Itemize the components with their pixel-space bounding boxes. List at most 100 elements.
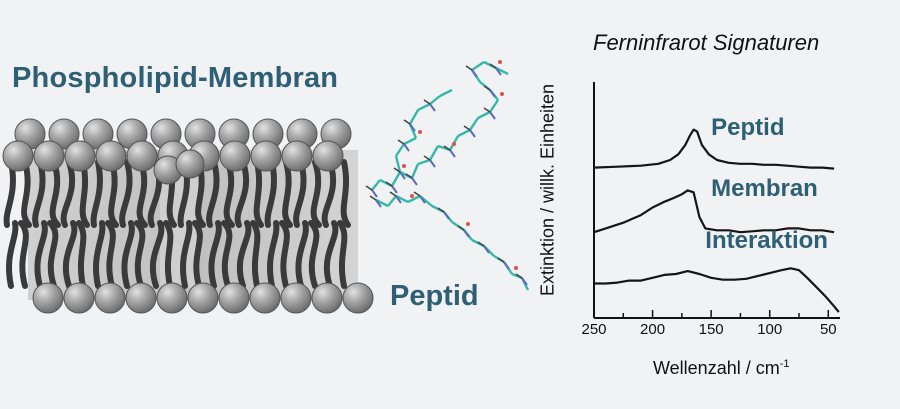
side-chain [457,225,465,231]
series-line-interaktion [594,267,840,313]
side-chain [469,129,476,138]
side-chain [483,85,491,91]
lipid-head [32,282,64,314]
lipid-head [219,140,251,172]
side-chain [471,69,478,78]
lipid-head [64,140,96,172]
side-chain [365,185,373,191]
side-chain [503,261,510,270]
lipid-tail [221,220,233,289]
membrane-title: Phospholipid-Membran [12,62,339,94]
side-chain [515,273,523,279]
side-chain [449,149,456,158]
side-chain [397,139,405,145]
lipid-tail [18,220,29,289]
side-chain [465,65,473,71]
chart-title: Ferninfrarot Signaturen [593,30,820,55]
lipid-tail [149,220,165,289]
backbone-bond [489,99,499,113]
oxygen-atom [498,60,502,64]
side-chain [385,181,393,187]
side-chain [489,63,497,69]
side-chain [443,211,450,220]
peptide-label: Peptid [390,280,479,312]
lipid-head [95,140,127,172]
lipid-tail [267,220,280,289]
y-axis-label: Extinktion / willk. Einheiten [537,83,558,297]
series-label-peptid: Peptid [711,113,785,141]
lipid-head [218,282,250,314]
side-chain [429,103,436,112]
lipid-head [63,282,95,314]
backbone-bond [395,194,409,204]
backbone-bond [471,61,485,71]
lipid-tail [76,220,87,289]
side-chain [497,257,505,263]
lipid-head [175,149,205,179]
lipid-tail [90,159,103,228]
lipid-head [156,282,188,314]
backbone-bond [410,163,420,179]
lipid-tail [119,159,133,228]
lipid-tail [180,220,193,289]
lipid-tail [134,220,146,289]
lipid-tail [62,220,78,289]
lipid-head [249,282,281,314]
lipid-tail [105,220,116,289]
backbone-bond [375,198,389,208]
backbone-bond [395,143,405,157]
oxygen-atom [466,222,470,226]
backbone-bond [428,145,440,161]
backbone-bond [403,136,417,146]
backbone-bond [390,171,402,187]
series-label-interaktion: Interaktion [705,226,828,254]
lipid-bilayer-illustration [2,118,374,314]
lipid-tail [192,220,203,289]
series-line-membran [593,189,835,234]
side-chain [463,125,471,131]
lipid-tail [163,220,174,289]
lipid-tail [236,220,252,289]
x-tick-label: 100 [757,321,783,338]
oxygen-atom [402,164,406,168]
lipid-tail [60,159,76,228]
lipid-tail [208,220,222,289]
lipid-head [48,118,80,150]
side-chain [405,173,413,179]
side-chain [391,185,398,194]
lipid-tail [253,159,264,228]
side-chain [495,67,502,76]
lipid-tail [279,220,290,289]
backbone-bond [457,128,471,138]
lipid-head [280,282,312,314]
x-axis-label-exponent: -1 [779,358,790,370]
side-chain [483,245,490,254]
side-chain [463,229,470,238]
lipid-head [33,140,65,172]
lipid-tail [234,159,250,228]
lipid-tail [121,220,135,289]
side-chain [393,167,401,173]
backbone-bond [417,158,431,166]
lipid-tail [282,159,293,228]
side-chain [429,159,436,168]
lipid-tail [293,159,307,228]
lipid-head [126,140,158,172]
x-tick-label: 250 [581,321,607,338]
lipid-head [125,282,157,314]
x-tick-label: 50 [819,321,837,338]
backbone-bond [417,102,431,112]
lipid-head [187,282,219,314]
lipid-head [342,282,374,314]
backbone-bond [407,194,421,204]
lipid-head [311,282,343,314]
oxygen-atom [452,142,456,146]
oxygen-atom [410,194,414,198]
peptide-molecule-illustration [365,60,530,291]
side-chain [395,195,402,204]
lipid-head [94,282,126,314]
side-chain [371,189,378,198]
x-tick-label: 150 [698,321,724,338]
